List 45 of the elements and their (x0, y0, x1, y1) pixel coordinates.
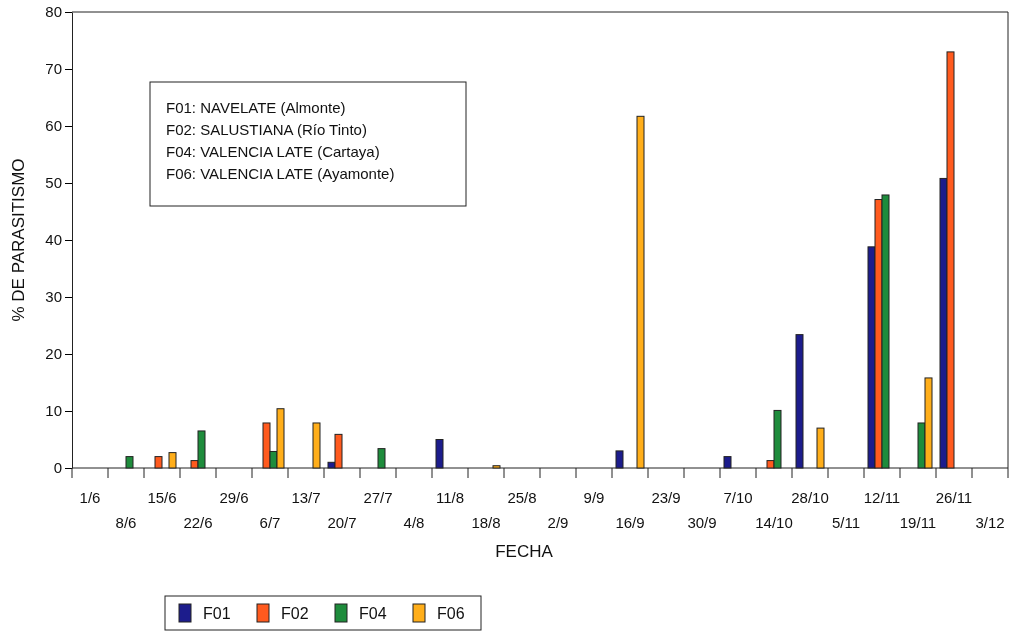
x-tick-label: 26/11 (935, 489, 973, 506)
y-tick-label: 20 (45, 345, 62, 363)
y-axis-title: % DE PARASITISMO (9, 158, 28, 322)
y-tick-label: 60 (45, 117, 62, 135)
x-tick-label: 7/10 (723, 489, 753, 506)
y-tick-label: 70 (45, 60, 62, 78)
y-tick-label: 50 (45, 174, 62, 192)
annotation: F01: NAVELATE (Almonte) (166, 99, 346, 116)
x-tick-label: 27/7 (363, 489, 393, 506)
x-tick-label: 11/8 (435, 489, 465, 506)
x-tick-label: 5/11 (831, 514, 861, 531)
x-tick-label: 22/6 (183, 514, 213, 531)
x-tick-label: 16/9 (615, 514, 645, 531)
x-tick-label: 28/10 (791, 489, 829, 506)
x-tick-label: 1/6 (79, 489, 101, 506)
y-tick-label: 10 (45, 402, 62, 420)
annotation: F06: VALENCIA LATE (Ayamonte) (166, 165, 395, 182)
y-tick-label: 30 (45, 288, 62, 306)
x-tick-label: 29/6 (219, 489, 249, 506)
x-tick-label: 3/12 (975, 514, 1005, 531)
x-tick-label: 15/6 (147, 489, 177, 506)
annotation: F04: VALENCIA LATE (Cartaya) (166, 143, 380, 160)
x-tick-label: 4/8 (403, 514, 425, 531)
annotation: F02: SALUSTIANA (Río Tinto) (166, 121, 367, 138)
x-tick-label: 12/11 (863, 489, 901, 506)
x-tick-label: 2/9 (547, 514, 569, 531)
legend-label: F01 (203, 605, 231, 622)
x-tick-label: 23/9 (651, 489, 681, 506)
x-tick-label: 9/9 (583, 489, 605, 506)
x-tick-label: 20/7 (327, 514, 357, 531)
x-tick-label: 13/7 (291, 489, 321, 506)
x-tick-label: 14/10 (755, 514, 793, 531)
y-tick-label: 80 (45, 3, 62, 21)
legend-label: F06 (437, 605, 465, 622)
legend-label: F04 (359, 605, 387, 622)
legend-label: F02 (281, 605, 309, 622)
y-tick-label: 0 (53, 459, 62, 477)
x-axis-title: FECHA (495, 542, 554, 561)
x-tick-label: 8/6 (115, 514, 137, 531)
y-tick-label: 40 (45, 231, 62, 249)
x-tick-label: 18/8 (471, 514, 501, 531)
x-tick-label: 6/7 (259, 514, 281, 531)
x-tick-label: 19/11 (899, 514, 937, 531)
x-tick-label: 30/9 (687, 514, 717, 531)
x-tick-label: 25/8 (507, 489, 537, 506)
